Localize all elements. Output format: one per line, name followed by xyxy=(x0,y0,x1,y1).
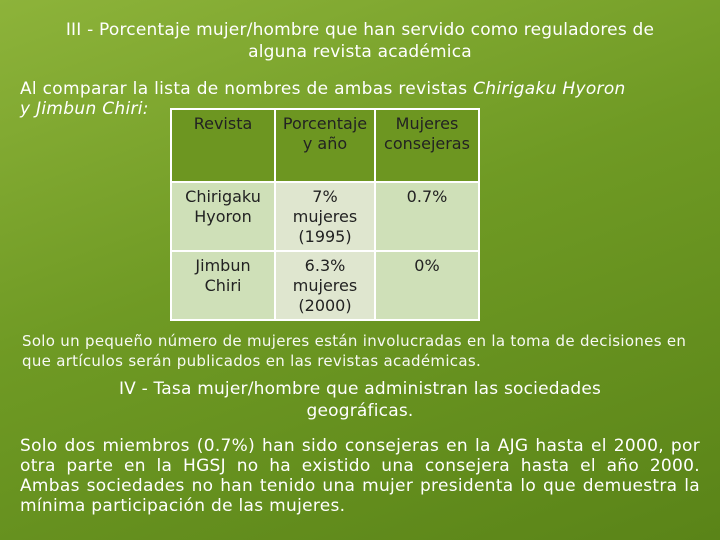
cell-percentage: 6.3% mujeres (2000) xyxy=(274,250,376,321)
intro-joiner: y xyxy=(20,99,37,119)
intro-prefix: Al comparar la lista de nombres de ambas… xyxy=(20,79,474,99)
cell-journal: Jimbun Chiri xyxy=(170,250,276,321)
section-heading-iii: III - Porcentaje mujer/hombre que han se… xyxy=(65,20,655,62)
table-header-row: Revista Porcentaje y año Mujeres conseje… xyxy=(170,108,480,183)
table-row: Chirigaku Hyoron 7% mujeres (1995) 0.7% xyxy=(170,181,480,252)
cell-percentage: 7% mujeres (1995) xyxy=(274,181,376,252)
cell-councillors: 0.7% xyxy=(374,181,480,252)
intro-paragraph: Al comparar la lista de nombres de ambas… xyxy=(20,79,700,119)
note-paragraph: Solo un pequeño número de mujeres están … xyxy=(22,332,687,370)
header-consejeras: Mujeres consejeras xyxy=(374,108,480,183)
journals-table: Revista Porcentaje y año Mujeres conseje… xyxy=(170,108,480,321)
header-revista: Revista xyxy=(170,108,276,183)
cell-journal: Chirigaku Hyoron xyxy=(170,181,276,252)
journal-name-a: Chirigaku Hyoron xyxy=(473,79,626,99)
cell-councillors: 0% xyxy=(374,250,480,321)
closing-paragraph: Solo dos miembros (0.7%) han sido consej… xyxy=(20,436,700,516)
table-row: Jimbun Chiri 6.3% mujeres (2000) 0% xyxy=(170,250,480,321)
section-heading-iv: IV - Tasa mujer/hombre que administran l… xyxy=(118,379,602,421)
journal-name-b: Jimbun Chiri: xyxy=(36,99,149,119)
header-porcentaje: Porcentaje y año xyxy=(274,108,376,183)
